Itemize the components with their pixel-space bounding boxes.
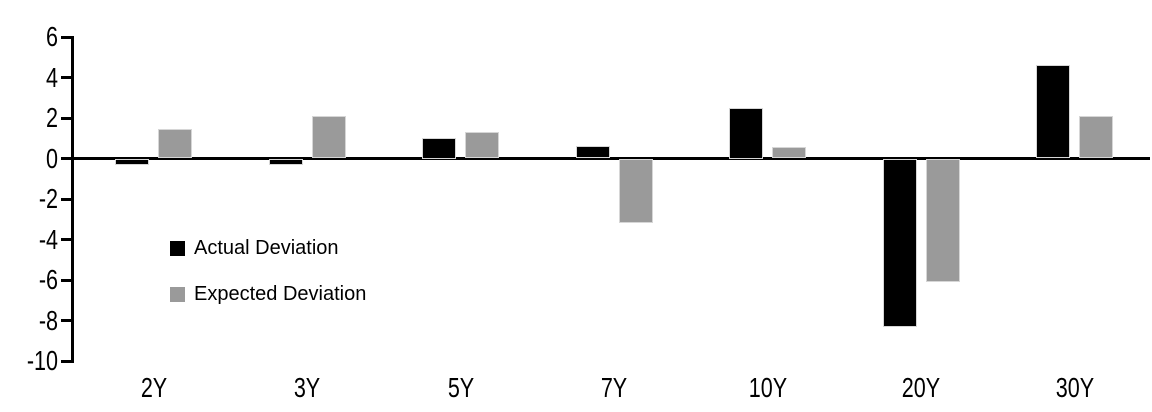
bar-expected-10Y xyxy=(772,147,806,159)
y-tick-label--10: -10 xyxy=(26,345,58,376)
legend-swatch-actual-icon xyxy=(170,240,185,256)
y-axis-tick-0 xyxy=(61,157,74,160)
legend-label-actual-deviation: Actual Deviation xyxy=(194,237,339,259)
bar-expected-3Y xyxy=(311,115,346,159)
legend-swatch-expected-icon xyxy=(170,286,185,302)
y-tick-label-6: 6 xyxy=(46,21,58,52)
y-tick-label-2: 2 xyxy=(46,102,58,133)
y-tick-label--8: -8 xyxy=(38,304,58,336)
bar-actual-30Y xyxy=(1036,65,1070,159)
x-category-label-2Y: 2Y xyxy=(140,372,167,403)
bar-expected-5Y xyxy=(465,132,499,159)
x-category-label-10Y: 10Y xyxy=(748,372,787,403)
x-category-label-30Y: 30Y xyxy=(1055,372,1094,403)
x-category-label-20Y: 20Y xyxy=(901,372,941,403)
legend-item-expected-deviation: Expected Deviation xyxy=(170,283,367,305)
bar-actual-10Y xyxy=(729,107,763,159)
x-category-label-3Y: 3Y xyxy=(293,372,321,403)
y-axis-tick--2 xyxy=(61,197,74,201)
bar-expected-7Y xyxy=(618,158,653,224)
chart-legend: Actual Deviation Expected Deviation xyxy=(170,237,367,332)
x-category-label-7Y: 7Y xyxy=(600,372,628,403)
bar-actual-5Y xyxy=(422,138,456,159)
bar-actual-20Y xyxy=(882,158,917,327)
y-axis-tick-4 xyxy=(61,76,74,79)
bar-actual-3Y xyxy=(268,158,303,165)
y-tick-label-0: 0 xyxy=(46,142,58,174)
bar-expected-2Y xyxy=(158,129,192,159)
x-category-label-5Y: 5Y xyxy=(447,372,474,403)
bar-actual-2Y xyxy=(115,158,149,165)
bar-expected-30Y xyxy=(1079,115,1113,159)
y-axis-tick--8 xyxy=(61,319,74,322)
y-axis-tick--4 xyxy=(61,238,74,241)
bar-expected-20Y xyxy=(925,158,960,283)
y-axis-tick-2 xyxy=(61,116,74,120)
y-tick-label--6: -6 xyxy=(38,264,58,295)
y-axis-tick--6 xyxy=(61,278,74,282)
y-axis-tick-6 xyxy=(61,35,74,39)
legend-item-actual-deviation: Actual Deviation xyxy=(170,237,366,259)
y-tick-label-4: 4 xyxy=(46,61,58,93)
x-axis-zero-line xyxy=(71,157,1150,160)
bar-actual-7Y xyxy=(575,146,610,159)
y-axis-tick--10 xyxy=(61,359,74,363)
y-tick-label--4: -4 xyxy=(38,223,58,255)
y-tick-label--2: -2 xyxy=(38,183,58,214)
legend-label-expected-deviation: Expected Deviation xyxy=(194,283,367,305)
